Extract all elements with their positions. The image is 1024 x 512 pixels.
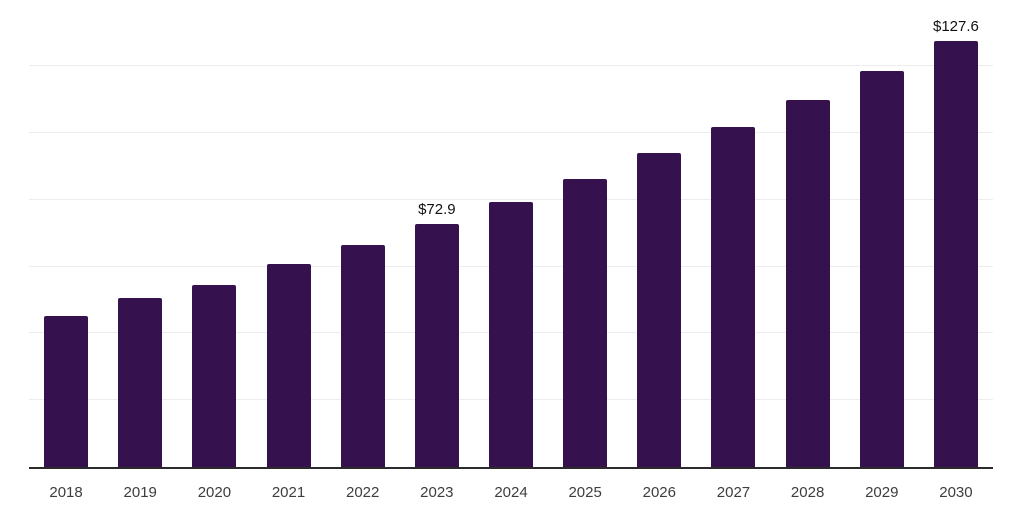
bar-2020	[192, 285, 237, 467]
bar-2021	[266, 263, 311, 467]
x-tick-label-2030: 2030	[939, 484, 973, 501]
bar-value-label-2023: $72.9	[418, 200, 456, 218]
bar-2023	[414, 223, 459, 467]
bar-2028	[785, 100, 830, 467]
x-tick-label-2028: 2028	[790, 484, 825, 501]
x-tick-label-2019: 2019	[123, 484, 157, 501]
x-tick-label-2026: 2026	[642, 484, 676, 501]
bar-2025	[563, 178, 608, 467]
bar-2019	[118, 298, 163, 467]
x-tick-label-2018: 2018	[49, 484, 83, 501]
plot-area: $72.9 $127.6	[29, 0, 993, 469]
x-tick-label-2025: 2025	[568, 484, 602, 501]
bar-2024	[489, 202, 533, 467]
bar-2030	[933, 40, 978, 467]
bar-2022	[340, 245, 385, 467]
x-tick-label-2022: 2022	[346, 484, 380, 501]
bar-value-label-2030: $127.6	[932, 17, 979, 35]
x-tick-label-2021: 2021	[271, 484, 306, 501]
x-tick-label-2023: 2023	[420, 484, 454, 501]
x-tick-label-2027: 2027	[716, 484, 751, 501]
bar-2018	[44, 315, 89, 467]
bar-2027	[711, 127, 756, 467]
gridline-80	[29, 198, 993, 200]
gridline-100	[29, 132, 993, 134]
x-tick-label-2020: 2020	[197, 484, 232, 501]
x-tick-label-2024: 2024	[494, 484, 528, 501]
gridline-120	[29, 65, 993, 67]
x-tick-label-2029: 2029	[865, 484, 899, 501]
bar-2029	[859, 70, 904, 467]
x-axis-labels: 2018 2019 2020 2021 2022 2023 2024 2025 2026 2027…	[29, 484, 993, 504]
bar-2026	[637, 153, 682, 467]
